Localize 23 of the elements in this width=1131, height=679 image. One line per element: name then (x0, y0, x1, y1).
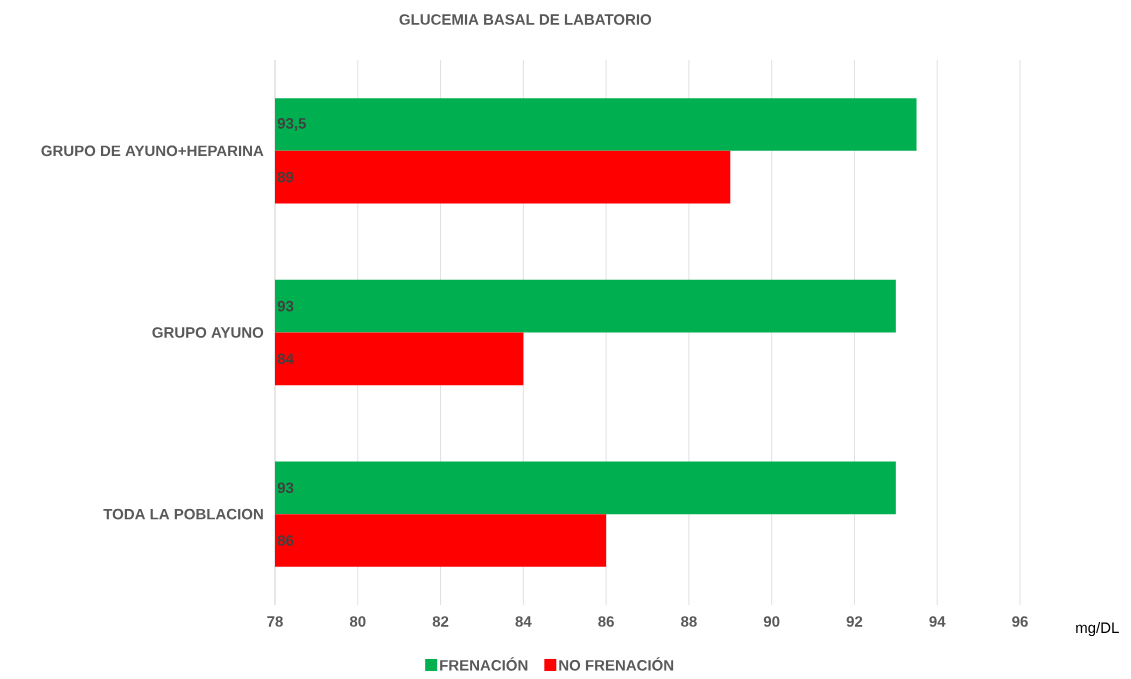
x-tick-label: 96 (1012, 616, 1028, 627)
x-axis-title: mg/DL (1076, 622, 1119, 636)
x-tick-label: 88 (681, 616, 697, 627)
y-tick-label: GRUPO AYUNO (152, 327, 264, 338)
legend-label: NO FRENACIÓN (559, 657, 674, 671)
x-tick-label: 86 (598, 616, 614, 627)
y-tick-label: TODA LA POBLACION (103, 508, 263, 520)
data-label: 93 (277, 300, 294, 312)
data-label: 86 (277, 535, 294, 546)
data-label: 93,5 (277, 118, 306, 131)
x-tick-label: 92 (846, 616, 863, 627)
x-tick-label: 94 (929, 616, 946, 627)
data-label: 84 (277, 353, 294, 365)
legend-label: FRENACIÓN (440, 657, 528, 671)
data-label: 89 (277, 171, 294, 183)
data-label: 93 (277, 482, 294, 494)
x-tick-label: 80 (349, 616, 366, 627)
x-tick-label: 90 (763, 616, 780, 627)
x-tick-label: 82 (432, 616, 449, 627)
x-tick-label: 78 (267, 616, 283, 627)
y-tick-label: GRUPO DE AYUNO+HEPARINA (41, 145, 264, 157)
chart-title: GLUCEMIA BASAL DE LABATORIO (399, 14, 652, 25)
x-tick-label: 84 (515, 616, 532, 627)
